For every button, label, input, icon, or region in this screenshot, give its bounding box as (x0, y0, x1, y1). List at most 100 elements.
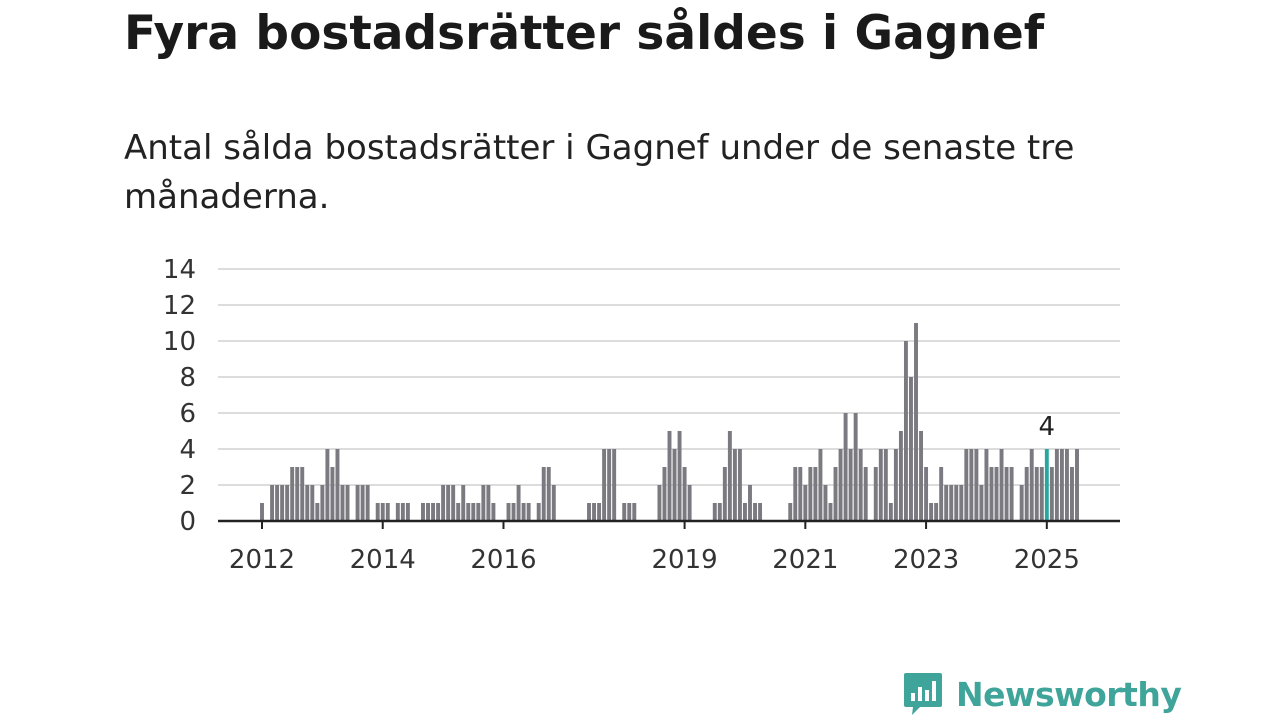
bar (1049, 467, 1054, 521)
bar (285, 485, 290, 521)
bar (753, 503, 757, 521)
bar (687, 485, 692, 521)
x-tick-label: 2025 (1014, 545, 1080, 575)
bar (793, 467, 798, 521)
bar (400, 503, 405, 521)
bar (456, 503, 461, 521)
bar (320, 485, 325, 521)
brand-name: Newsworthy (956, 674, 1182, 714)
bar (883, 449, 888, 521)
bar (1039, 467, 1044, 521)
bar (924, 467, 929, 521)
bar (949, 485, 954, 521)
bar (672, 449, 677, 521)
bar (989, 467, 994, 521)
bar (732, 449, 737, 521)
bar (521, 503, 526, 521)
bar (622, 503, 627, 521)
bar (345, 485, 350, 521)
bar (682, 467, 687, 521)
bar (471, 503, 476, 521)
bar (818, 449, 823, 521)
bar (592, 503, 596, 521)
value-annotation: 4 (1039, 412, 1056, 442)
bar (315, 503, 320, 521)
y-tick-label: 4 (179, 435, 196, 465)
bar (959, 485, 964, 521)
bar (717, 503, 722, 521)
bar (451, 485, 456, 521)
bar (843, 413, 848, 521)
bar (612, 449, 617, 521)
x-tick-label: 2012 (229, 545, 295, 575)
bar (743, 503, 747, 521)
bar (1070, 467, 1074, 521)
bar (360, 485, 365, 521)
x-tick-label: 2019 (652, 545, 718, 575)
bar (858, 449, 863, 521)
bar (929, 503, 934, 521)
bar-highlight (1044, 449, 1049, 521)
bar (280, 485, 285, 521)
bar (838, 449, 843, 521)
bar (1009, 467, 1014, 521)
bar (516, 485, 521, 521)
bar (405, 503, 410, 521)
bar (1054, 449, 1059, 521)
bar (1019, 485, 1024, 521)
bar (1059, 449, 1064, 521)
tick-labels: 0 2 4 6 8 10 12 14 2012 2014 2016 2019 2021 2023 2025 4 (163, 255, 1080, 575)
y-tick-label: 2 (179, 471, 196, 501)
bar (974, 449, 979, 521)
bar (969, 449, 974, 521)
bar (909, 377, 913, 521)
bar (431, 503, 436, 521)
bars (260, 323, 1079, 521)
bar (999, 449, 1004, 521)
bar (395, 503, 400, 521)
bar (380, 503, 385, 521)
bar (546, 467, 551, 521)
bar (340, 485, 345, 521)
bar (491, 503, 496, 521)
bar (270, 485, 275, 521)
bar (597, 503, 602, 521)
bar (798, 467, 803, 521)
bar (667, 431, 672, 521)
bar (748, 485, 752, 521)
bar (602, 449, 607, 521)
y-tick-label: 0 (179, 507, 196, 537)
bar (260, 503, 264, 521)
bar (823, 485, 828, 521)
bar (526, 503, 531, 521)
bar (330, 467, 335, 521)
y-tick-label: 12 (163, 291, 196, 321)
bar (984, 449, 989, 521)
bar (426, 503, 430, 521)
bar (898, 431, 903, 521)
bar (290, 467, 295, 521)
bar (365, 485, 370, 521)
bar (541, 467, 546, 521)
bar (722, 467, 727, 521)
bar (813, 467, 818, 521)
bar (511, 503, 516, 521)
bar (335, 449, 340, 521)
bar (954, 485, 959, 521)
bar (939, 467, 944, 521)
x-tick-label: 2023 (893, 545, 959, 575)
bar (295, 467, 300, 521)
bar (1064, 449, 1069, 521)
bar (873, 467, 878, 521)
y-tick-label: 14 (163, 255, 196, 285)
bar (275, 485, 280, 521)
y-tick-label: 8 (179, 363, 196, 393)
bar (758, 503, 763, 521)
bar (863, 467, 868, 521)
x-tick-label: 2014 (350, 545, 416, 575)
bar (375, 503, 380, 521)
bar (436, 503, 441, 521)
chart-subtitle: Antal sålda bostadsrätter i Gagnef under… (124, 128, 1075, 217)
newsworthy-chart-icon (904, 673, 942, 715)
